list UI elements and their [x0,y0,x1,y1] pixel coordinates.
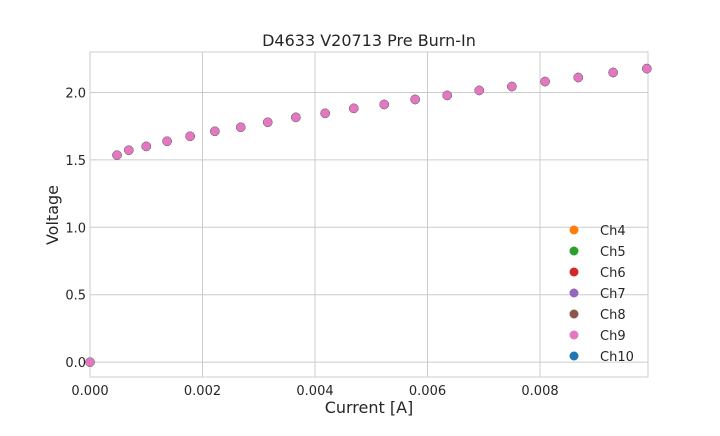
y-tick-label: 0.5 [65,289,86,304]
legend-marker-ch9 [569,330,579,340]
x-axis-label: Current [A] [325,398,414,417]
y-tick-label: 1.0 [65,221,86,236]
legend-label: Ch9 [600,329,626,344]
data-point-ch9 [124,145,134,155]
data-point-ch9 [112,150,122,160]
data-point-ch9 [141,141,151,152]
plot-frame [89,51,649,378]
data-point-ch9 [236,122,246,132]
legend-marker-ch4 [569,225,579,235]
legend-label: Ch5 [600,245,626,260]
data-point-ch9 [291,112,301,123]
y-tick-label: 2.0 [65,86,86,101]
data-point-ch9 [162,136,172,146]
data-point-ch9 [210,126,220,136]
legend-marker-ch6 [569,267,579,277]
legend-label: Ch8 [600,308,626,323]
legend-marker-ch8 [569,309,579,319]
data-point-ch9 [263,117,273,127]
x-tick-label: 0.006 [409,384,446,399]
chart-title: D4633 V20713 Pre Burn-In [262,31,476,50]
data-point-ch9 [442,90,452,101]
data-point-ch9 [474,85,484,96]
legend-marker-ch7 [569,288,579,298]
data-point-ch9 [642,63,652,74]
x-tick-label: 0.000 [71,384,108,399]
x-tick-label: 0.004 [296,384,333,399]
data-point-ch9 [410,94,420,105]
data-point-ch9 [320,108,330,119]
data-point-ch9 [573,72,583,83]
x-tick-label: 0.002 [184,384,221,399]
legend: Ch4 Ch5 Ch6 Ch7 Ch8 Ch9 Ch10 [569,224,634,365]
data-point-ch9 [349,103,359,114]
data-point-ch9 [85,357,95,367]
y-tick-label: 0.0 [65,356,86,371]
y-tick-label: 1.5 [65,154,86,169]
legend-marker-ch10 [569,351,579,361]
data-point-ch9 [379,99,389,110]
legend-label: Ch7 [600,287,626,302]
legend-label: Ch6 [600,266,626,281]
legend-label: Ch10 [600,350,634,365]
y-axis-label: Voltage [43,185,62,245]
data-point-ch9 [540,76,550,87]
x-tick-label: 0.008 [521,384,558,399]
legend-label: Ch4 [600,224,626,239]
legend-marker-ch5 [569,246,579,256]
data-point-ch9 [507,81,517,92]
data-point-ch9 [608,67,618,78]
data-point-ch9 [185,131,195,141]
